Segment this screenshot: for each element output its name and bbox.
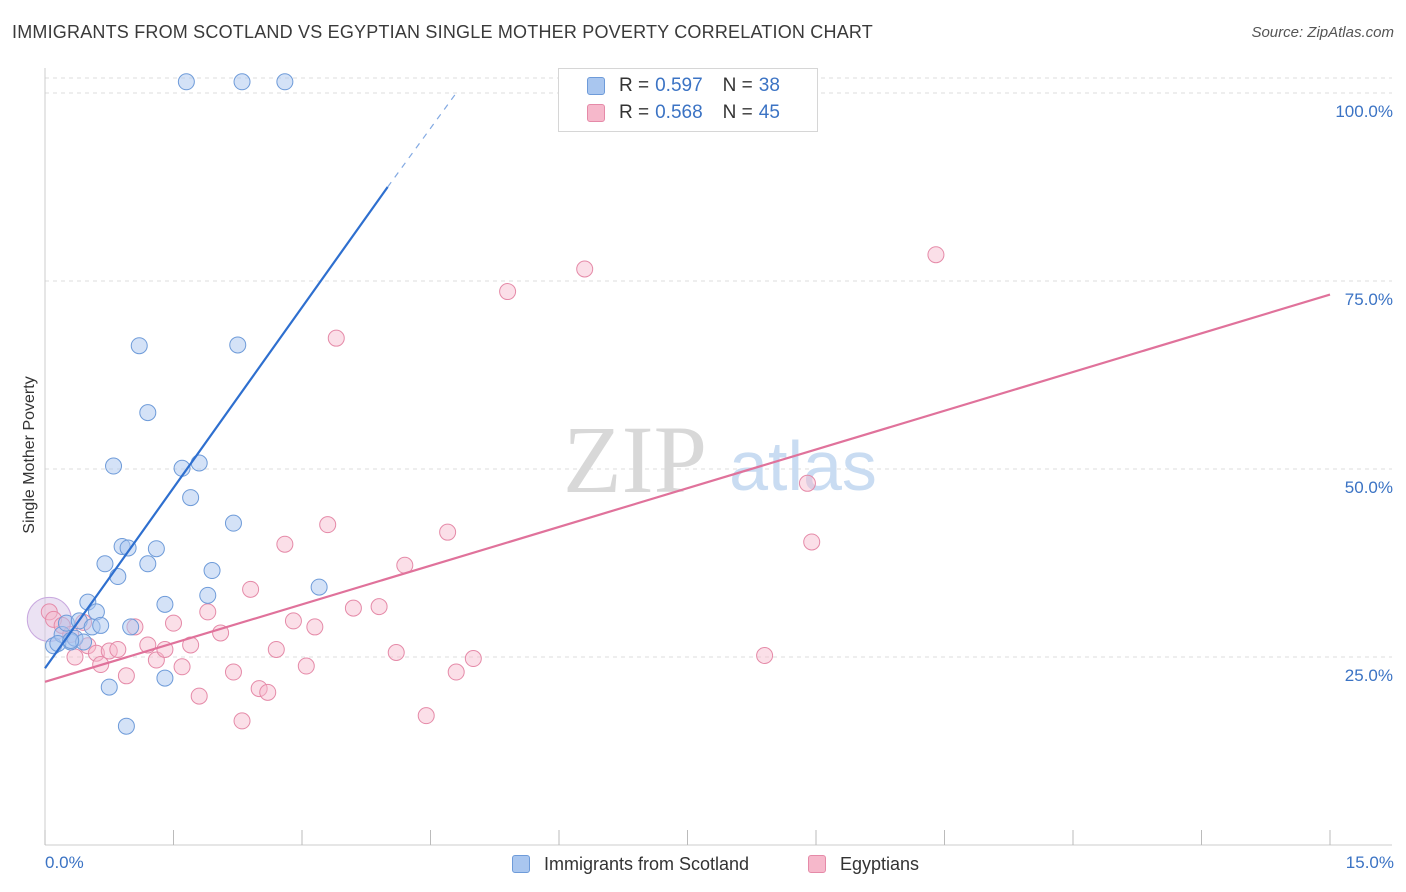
- egyptians-point: [370, 598, 388, 616]
- y-tick-label: 75.0%: [1345, 290, 1393, 309]
- egyptians-point: [284, 612, 302, 630]
- scotland-point: [139, 555, 157, 573]
- source-label: Source: ZipAtlas.com: [1251, 24, 1394, 41]
- x-tick-min: 0.0%: [45, 853, 84, 872]
- watermark: ZIP atlas: [563, 406, 877, 513]
- scotland-legend-swatch: [512, 855, 530, 873]
- egyptians-trend-line: [44, 293, 1331, 683]
- scotland-point: [119, 539, 137, 557]
- scotland-point: [224, 514, 242, 532]
- legend-row-scotland: R = 0.597 N = 38: [587, 73, 780, 99]
- scotland-point: [92, 616, 110, 634]
- egyptians-point: [387, 643, 405, 661]
- egyptians-point: [499, 283, 517, 301]
- scotland-point: [203, 562, 221, 580]
- points-layer: [26, 73, 945, 735]
- egyptians-point: [242, 580, 260, 598]
- scotland-point: [130, 337, 148, 355]
- egyptians-swatch: [587, 104, 605, 122]
- egyptians-point: [87, 644, 105, 662]
- scotland-swatch: [587, 77, 605, 95]
- axis-layer: [44, 68, 1392, 846]
- egyptians-point: [224, 663, 242, 681]
- scotland-trend-line: [44, 186, 389, 669]
- x-tick-max: 15.0%: [1345, 853, 1394, 872]
- n-label: N =: [722, 75, 753, 96]
- scotland-point: [122, 618, 140, 636]
- watermark-zip: ZIP: [563, 406, 707, 513]
- egyptians-point: [199, 603, 217, 621]
- egyptians-point: [327, 329, 345, 347]
- scotland-point: [276, 73, 294, 91]
- y-tick-label: 100.0%: [1335, 102, 1393, 121]
- y-tick-label: 50.0%: [1345, 478, 1393, 497]
- scotland-point: [105, 457, 123, 475]
- scotland-point: [177, 73, 195, 91]
- scotland-point: [182, 489, 200, 507]
- r-label: R =: [619, 75, 650, 96]
- egyptians-point: [109, 640, 127, 658]
- scotland-trend-extension: [387, 92, 457, 188]
- egyptians-point: [439, 523, 457, 541]
- egyptians-point: [447, 663, 465, 681]
- watermark-atlas: atlas: [729, 427, 877, 505]
- egyptians-point: [803, 533, 821, 551]
- n-value: 45: [758, 102, 780, 123]
- chart-title: IMMIGRANTS FROM SCOTLAND VS EGYPTIAN SIN…: [12, 22, 873, 42]
- egyptians-point: [798, 474, 816, 492]
- scotland-point: [310, 578, 328, 596]
- egyptians-point: [297, 657, 315, 675]
- scotland-point: [109, 568, 127, 586]
- egyptians-point: [190, 687, 208, 705]
- grid-layer: [45, 77, 1392, 658]
- n-value: 38: [758, 75, 780, 96]
- scotland-point: [233, 73, 251, 91]
- egyptians-point: [165, 614, 182, 632]
- scotland-point: [156, 669, 174, 687]
- scotland-point: [117, 717, 135, 735]
- r-value: 0.597: [655, 75, 703, 96]
- stats-legend: R = 0.597 N = 38 R = 0.568 N = 45: [558, 68, 818, 132]
- y-tick-label: 25.0%: [1345, 666, 1393, 685]
- egyptians-point: [576, 260, 594, 278]
- egyptians-point: [276, 535, 294, 553]
- egyptians-point: [464, 650, 482, 668]
- scotland-point: [190, 454, 208, 472]
- egyptians-point: [233, 712, 251, 730]
- egyptians-point: [173, 658, 191, 676]
- scotland-point: [100, 678, 118, 696]
- bottom-legend-scotland: Immigrants from Scotland: [512, 852, 749, 876]
- egyptians-point: [250, 680, 268, 698]
- y-axis-label: Single Mother Poverty: [21, 376, 38, 534]
- bottom-legend-egyptians: Egyptians: [808, 852, 919, 876]
- scotland-point: [147, 540, 165, 558]
- egyptians-legend-swatch: [808, 855, 826, 873]
- scotland-point: [199, 586, 217, 604]
- egyptians-point: [344, 599, 362, 617]
- r-label: R =: [619, 102, 650, 123]
- egyptians-legend-label: Egyptians: [840, 853, 920, 874]
- egyptians-point: [306, 618, 324, 636]
- trend-layer: [44, 92, 1331, 683]
- egyptians-point: [259, 683, 277, 701]
- egyptians-point: [66, 648, 84, 666]
- egyptians-point: [117, 667, 135, 685]
- scotland-point: [139, 404, 157, 422]
- r-value: 0.568: [655, 102, 703, 123]
- scotland-point: [229, 336, 247, 354]
- scotland-point: [156, 595, 174, 613]
- egyptians-point: [267, 640, 285, 658]
- n-label: N =: [722, 102, 753, 123]
- legend-row-egyptians: R = 0.568 N = 45: [587, 100, 780, 126]
- y-tick-labels: 25.0% 50.0% 75.0% 100.0%: [1335, 102, 1393, 685]
- scotland-legend-label: Immigrants from Scotland: [544, 853, 750, 874]
- egyptians-point: [417, 707, 435, 725]
- egyptians-point: [100, 642, 118, 660]
- egyptians-point: [212, 624, 230, 642]
- egyptians-point: [319, 516, 337, 534]
- scotland-point: [96, 555, 114, 573]
- egyptians-point: [927, 246, 945, 264]
- egyptians-point: [756, 647, 774, 665]
